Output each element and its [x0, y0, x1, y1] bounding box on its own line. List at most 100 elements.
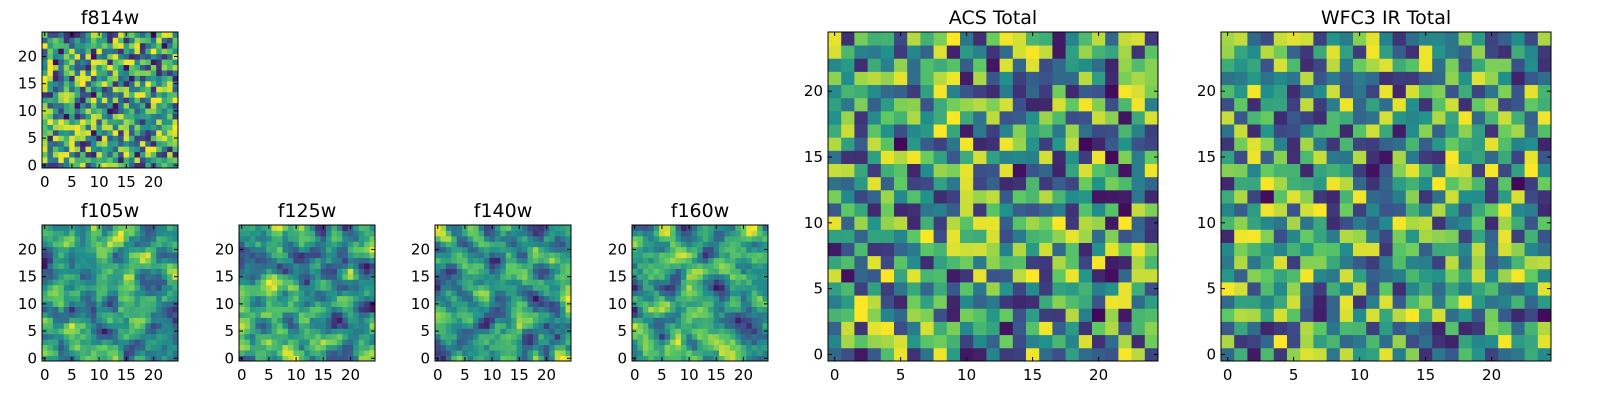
- heatmap-cell: [358, 273, 365, 280]
- heatmap-cell: [156, 235, 163, 242]
- heatmap-cell: [1039, 124, 1053, 138]
- heatmap-cell: [1392, 110, 1407, 125]
- heatmap-cell: [331, 317, 338, 324]
- heatmap-cell: [946, 84, 961, 99]
- heatmap-cell: [920, 32, 934, 46]
- heatmap-cell: [96, 86, 103, 93]
- heatmap-cell: [42, 241, 48, 248]
- heatmap-cell: [532, 257, 539, 264]
- heatmap-cell: [653, 355, 660, 362]
- heatmap-cell: [854, 308, 868, 322]
- heatmap-cell: [680, 328, 687, 335]
- heatmap-cell: [266, 301, 273, 307]
- heatmap-cell: [1118, 163, 1132, 178]
- heatmap-cell: [456, 301, 463, 307]
- heatmap-cell: [880, 321, 895, 336]
- heatmap-cell: [123, 64, 130, 71]
- x-tick-label: 20: [1089, 366, 1108, 384]
- heatmap-cell: [1471, 45, 1486, 59]
- heatmap-cell: [63, 268, 70, 275]
- heatmap-cell: [522, 344, 528, 351]
- heatmap-cell: [260, 317, 267, 324]
- heatmap-cell: [907, 334, 921, 349]
- heatmap-cell: [538, 241, 545, 248]
- heatmap-cell: [445, 350, 452, 356]
- heatmap-cell: [828, 124, 842, 138]
- heatmap-cell: [907, 321, 921, 336]
- heatmap-cell: [751, 333, 758, 340]
- heatmap-cell: [80, 252, 86, 259]
- heatmap-cell: [1366, 97, 1380, 112]
- heatmap-cell: [1234, 268, 1248, 283]
- heatmap-cell: [304, 230, 311, 237]
- heatmap-cell: [435, 279, 441, 286]
- heatmap-cell: [52, 70, 59, 76]
- heatmap-cell: [139, 102, 146, 109]
- heatmap-cell: [511, 268, 517, 275]
- heatmap-cell: [1247, 176, 1261, 191]
- heatmap-cell: [1273, 282, 1288, 296]
- heatmap-cell: [691, 295, 698, 302]
- heatmap-cell: [489, 333, 496, 340]
- heatmap-cell: [1485, 242, 1499, 257]
- heatmap-cell: [719, 317, 725, 324]
- heatmap-cell: [139, 75, 146, 82]
- heatmap-cell: [1326, 255, 1341, 270]
- heatmap-cell: [156, 32, 163, 38]
- heatmap-cell: [369, 257, 376, 264]
- heatmap-cell: [74, 157, 81, 163]
- heatmap-cell: [309, 257, 316, 264]
- heatmap-cell: [90, 119, 97, 125]
- heatmap-cell: [134, 75, 141, 82]
- heatmap-cell: [107, 350, 114, 356]
- heatmap-cell: [445, 252, 452, 259]
- heatmap-cell: [74, 284, 81, 291]
- heatmap-cell: [543, 263, 550, 269]
- heatmap-cell: [516, 344, 523, 351]
- heatmap-cell: [101, 102, 108, 109]
- heatmap-cell: [80, 263, 86, 269]
- heatmap-cell: [880, 97, 895, 112]
- heatmap-cell: [522, 295, 528, 302]
- heatmap-cell: [1287, 124, 1301, 138]
- heatmap-cell: [369, 241, 376, 248]
- heatmap-cell: [435, 295, 441, 302]
- heatmap-cell: [1012, 242, 1027, 257]
- heatmap-cell: [1313, 32, 1327, 46]
- heatmap-cells: [828, 32, 1159, 362]
- heatmap-cell: [511, 284, 517, 291]
- heatmap-cell: [642, 295, 649, 302]
- heatmap-cell: [69, 75, 76, 82]
- heatmap-cell: [1445, 308, 1459, 322]
- heatmap-cell: [118, 113, 124, 120]
- heatmap-cell: [118, 151, 124, 158]
- heatmap-cell: [304, 322, 311, 329]
- heatmap-cell: [946, 189, 961, 204]
- heatmap-cell: [946, 216, 961, 230]
- heatmap-cell: [708, 333, 714, 340]
- heatmap-cell: [129, 80, 135, 87]
- heatmap-cell: [543, 241, 550, 248]
- heatmap-cell: [702, 235, 709, 242]
- heatmap-cell: [1092, 137, 1106, 151]
- heatmap-cell: [697, 295, 704, 302]
- heatmap-cell: [369, 339, 376, 346]
- heatmap-cell: [156, 42, 163, 49]
- heatmap-cell: [648, 257, 655, 264]
- heatmap-cell: [1471, 321, 1486, 336]
- heatmap-cell: [729, 279, 736, 286]
- heatmap-cell: [1273, 45, 1288, 59]
- heatmap-cell: [538, 317, 545, 324]
- heatmap-cell: [255, 284, 262, 291]
- heatmap-cell: [85, 312, 92, 318]
- heatmap-cell: [554, 290, 561, 297]
- heatmap-cell: [659, 268, 666, 275]
- heatmap-cell: [1537, 84, 1552, 99]
- heatmap-cell: [112, 322, 119, 329]
- heatmap-cell: [1078, 268, 1093, 283]
- heatmap-cell: [999, 163, 1014, 178]
- heatmap-cell: [255, 295, 262, 302]
- heatmap-cell: [478, 225, 485, 231]
- heatmap-cell: [90, 355, 97, 362]
- heatmap-cell: [532, 225, 539, 231]
